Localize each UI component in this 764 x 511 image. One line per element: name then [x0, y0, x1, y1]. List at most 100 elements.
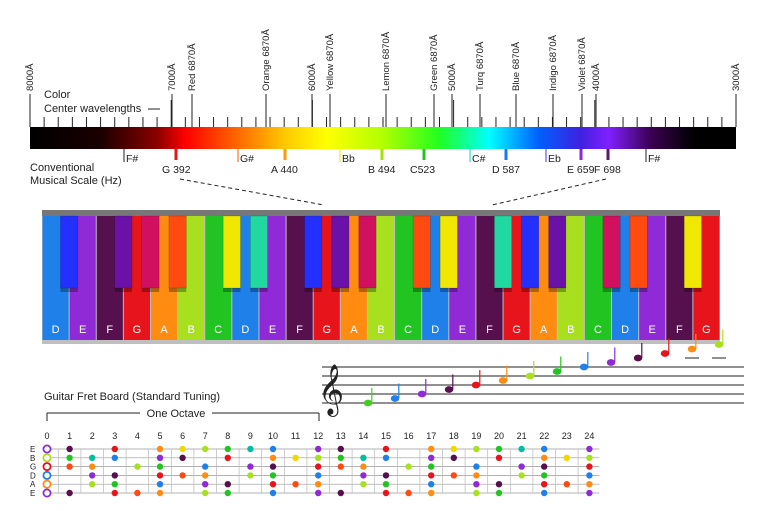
fret-note-dot	[382, 454, 390, 461]
fret-note-dot	[247, 472, 254, 479]
scale-note-d-587: D 587	[492, 164, 520, 176]
black-key-shadow	[602, 288, 621, 292]
color-label: Color	[44, 89, 71, 101]
fret-note-dot	[156, 481, 164, 488]
black-key-shadow	[250, 288, 268, 292]
scale-note-a-440: A 440	[271, 164, 298, 176]
white-key-label: G	[702, 324, 711, 336]
fret-note-dot	[360, 454, 367, 461]
fret-note-dot	[382, 445, 390, 453]
fret-note-dot	[360, 472, 367, 479]
black-key[interactable]	[331, 215, 350, 289]
fret-number-20: 20	[494, 431, 504, 441]
staff-note	[363, 399, 373, 407]
staff-note	[471, 381, 481, 389]
fret-note-dot	[202, 489, 209, 497]
white-key-label: C	[594, 324, 602, 336]
fret-note-dot	[541, 472, 548, 479]
black-key-shadow	[521, 288, 539, 292]
fret-note-dot	[541, 463, 548, 470]
fret-note-dot	[111, 454, 119, 461]
fret-note-dot	[134, 463, 141, 470]
black-key[interactable]	[141, 215, 160, 289]
black-key[interactable]	[304, 215, 323, 289]
octave-right-guide	[491, 178, 607, 206]
fret-note-dot	[111, 445, 119, 453]
black-key[interactable]	[114, 215, 133, 289]
fret-note-dot	[541, 454, 548, 461]
wavelength-label-violet-6870: Violet 6870Å	[577, 37, 588, 91]
white-key-label: D	[621, 324, 629, 336]
white-key-label: B	[377, 324, 384, 336]
staff-note	[687, 345, 697, 353]
fret-number-14: 14	[358, 431, 368, 441]
scale-note-f: F#	[648, 153, 660, 165]
wavelength-label-yellow-6870: Yellow 6870Å	[325, 33, 336, 91]
black-key[interactable]	[412, 215, 431, 289]
fret-number-13: 13	[336, 431, 346, 441]
fret-note-dot	[269, 454, 277, 461]
string-label-a: A	[30, 480, 36, 489]
fret-note-dot	[224, 489, 231, 497]
fret-number-3: 3	[112, 431, 117, 441]
fret-note-dot	[111, 489, 119, 497]
black-key[interactable]	[602, 215, 621, 289]
black-key-shadow	[358, 288, 377, 292]
black-key[interactable]	[629, 215, 648, 289]
fret-note-dot	[563, 481, 570, 488]
fret-note-dot	[405, 489, 412, 497]
fret-note-dot	[269, 463, 277, 470]
black-key-shadow	[141, 288, 160, 292]
wavelength-label-red-6870: Red 6870Å	[187, 43, 198, 91]
staff-note	[417, 390, 427, 398]
white-key-label: F	[676, 324, 683, 336]
wavelength-label-4000: 4000Å	[591, 63, 602, 91]
staff-note	[498, 377, 508, 384]
black-key[interactable]	[548, 215, 567, 289]
black-key[interactable]	[222, 215, 241, 289]
black-key[interactable]	[521, 215, 540, 289]
scale-note-f-698: F 698	[594, 164, 621, 176]
fret-note-dot	[337, 454, 344, 461]
fret-note-dot	[473, 489, 480, 497]
black-key[interactable]	[358, 215, 377, 289]
scale-note-b-494: B 494	[368, 164, 396, 176]
fret-number-22: 22	[539, 431, 549, 441]
black-key-shadow	[548, 288, 566, 292]
fret-note-dot	[382, 472, 390, 479]
scale-note-bb: Bb	[342, 153, 355, 165]
scale-note-f: F#	[126, 153, 138, 165]
staff-note	[660, 350, 670, 357]
black-key[interactable]	[168, 215, 187, 289]
octave-left-guide	[179, 178, 325, 206]
fret-note-dot	[428, 489, 435, 497]
fret-note-dot	[224, 445, 231, 453]
fret-note-dot	[202, 463, 209, 470]
fret-number-9: 9	[248, 431, 253, 441]
black-key[interactable]	[439, 215, 458, 289]
scale-note-c: C#	[472, 153, 486, 165]
black-key[interactable]	[60, 215, 79, 289]
fret-note-dot	[315, 454, 322, 461]
fret-note-dot	[473, 481, 480, 488]
scale-note-g-392: G 392	[162, 164, 191, 176]
music-staff: 𝄞	[318, 329, 744, 417]
open-string-marker	[42, 479, 52, 489]
fret-note-dot	[518, 445, 525, 453]
fret-note-dot	[428, 481, 435, 488]
black-key[interactable]	[683, 215, 702, 289]
black-key[interactable]	[494, 215, 513, 289]
fret-number-19: 19	[471, 431, 481, 441]
black-key[interactable]	[249, 215, 268, 289]
octave-label-bg	[140, 406, 212, 420]
fret-note-dot	[473, 472, 480, 479]
wavelength-label-green-6870: Green 6870Å	[429, 34, 440, 91]
black-key-shadow	[168, 288, 187, 292]
fret-note-dot	[179, 472, 186, 479]
fret-note-dot	[428, 445, 435, 453]
fret-note-dot	[586, 489, 593, 497]
fret-note-dot	[563, 454, 570, 461]
fret-note-dot	[269, 445, 277, 453]
